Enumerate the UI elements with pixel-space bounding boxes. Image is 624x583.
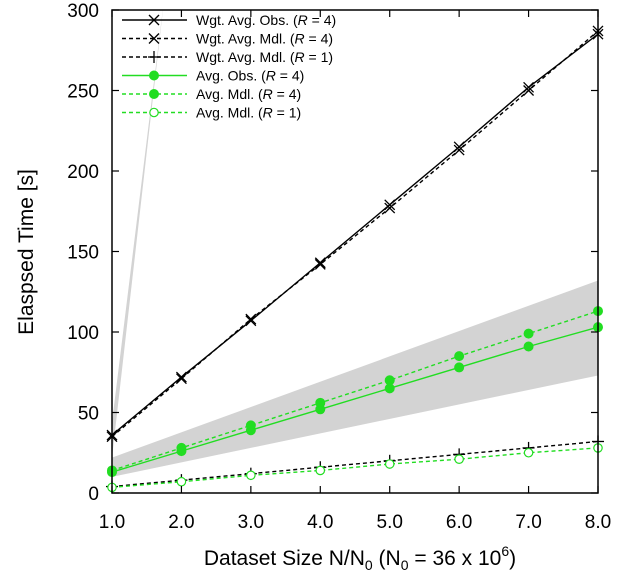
series-5-point-5 (384, 375, 395, 386)
x-tick-label: 5.0 (377, 512, 403, 533)
legend-marker (148, 33, 160, 44)
y-axis-ticks: 0 50 100 150 200 250 300 (67, 1, 598, 505)
series-1-point-7 (523, 81, 535, 93)
legend-item-2: Wgt. Avg. Mdl. (R = 4) (122, 31, 333, 47)
legend-label: Avg. Obs. (R = 4) (196, 68, 304, 84)
series-line-1 (112, 33, 598, 436)
series-6-point-2 (176, 476, 187, 487)
series-line-3 (112, 440, 598, 488)
y-tick-label: 200 (67, 162, 99, 183)
series-line-2 (112, 30, 598, 438)
legend-label: Avg. Mdl. (R = 1) (196, 105, 301, 121)
y-tick-label: 250 (67, 82, 99, 103)
legend-item-3: Wgt. Avg. Mdl. (R = 1) (122, 49, 333, 65)
legend: Wgt. Avg. Obs. (R = 4) Wgt. Avg. Mdl. (R … (122, 12, 336, 121)
series-2-point-4 (314, 258, 326, 270)
series-6-point-5 (384, 459, 395, 469)
series-2-point-7 (523, 85, 535, 96)
legend-item-6: Avg. Mdl. (R = 1) (122, 105, 301, 121)
x-axis-ticks: 1.0 2.0 3.0 4.0 5.0 6.0 7.0 8.0 (99, 10, 611, 533)
series-line-4 (112, 326, 598, 473)
series-6-point-7 (523, 447, 534, 458)
legend-item-1: Wgt. Avg. Obs. (R = 4) (122, 12, 336, 28)
x-tick-label: 3.0 (238, 512, 264, 533)
x-axis-title: Dataset Size N/N0 (N0 = 36 x 106) (204, 543, 516, 573)
y-axis-title: Elaspsed Time [s] (15, 169, 38, 335)
series-1-point-4 (314, 257, 326, 269)
series-5-point-2 (176, 442, 187, 453)
x-tick-label: 6.0 (446, 512, 472, 533)
series-5-point-4 (315, 397, 326, 408)
confidence-band-1 (112, 10, 163, 458)
legend-item-5: Avg. Mdl. (R = 4) (122, 86, 301, 102)
series-6-point-4 (315, 465, 326, 476)
series-2-point-2 (175, 373, 187, 385)
series-5-point-7 (523, 328, 534, 339)
x-tick-label: 7.0 (515, 512, 541, 533)
legend-label: Wgt. Avg. Mdl. (R = 1) (196, 49, 333, 65)
x-tick-label: 1.0 (99, 512, 125, 533)
legend-marker (148, 14, 160, 26)
series-5-point-6 (454, 351, 465, 362)
series-layer (112, 30, 598, 489)
legend-label: Wgt. Avg. Obs. (R = 4) (196, 12, 336, 28)
legend-marker (149, 89, 159, 99)
y-tick-label: 100 (67, 323, 99, 344)
series-line-6 (112, 447, 598, 489)
y-tick-label: 50 (78, 404, 99, 425)
y-tick-label: 150 (67, 243, 99, 264)
legend-marker (149, 107, 159, 118)
series-1-point-5 (384, 199, 396, 211)
series-2-point-6 (453, 144, 465, 156)
series-2-point-3 (245, 313, 257, 325)
x-tick-label: 2.0 (168, 512, 194, 533)
series-4-point-7 (523, 341, 534, 352)
legend-label: Wgt. Avg. Mdl. (R = 4) (196, 31, 333, 47)
x-tick-label: 4.0 (307, 512, 333, 533)
series-line-5 (112, 310, 598, 472)
y-tick-label: 300 (67, 1, 99, 22)
series-1-point-3 (245, 315, 257, 327)
series-5-point-3 (245, 420, 256, 431)
confidence-band-2 (112, 280, 598, 477)
legend-item-4: Avg. Obs. (R = 4) (122, 68, 304, 84)
series-1-point-6 (453, 141, 465, 153)
x-tick-label: 8.0 (585, 512, 611, 533)
legend-label: Avg. Mdl. (R = 4) (196, 86, 301, 102)
legend-marker (148, 51, 160, 63)
series-6-point-3 (246, 470, 256, 481)
y-tick-label: 0 (88, 484, 99, 505)
series-4-point-6 (454, 362, 465, 373)
series-1-point-2 (175, 371, 187, 383)
legend-marker (149, 70, 159, 81)
series-6-point-6 (454, 454, 464, 464)
uncertainty-bands (112, 10, 598, 477)
series-2-point-5 (384, 202, 396, 214)
